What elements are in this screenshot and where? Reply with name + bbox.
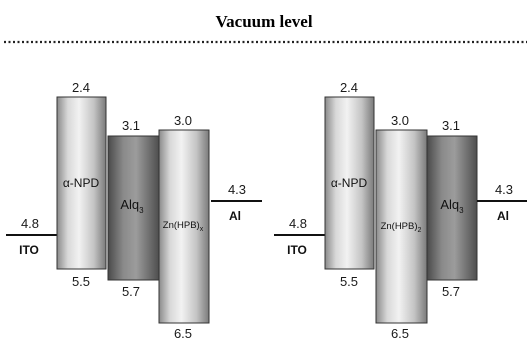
layer-alq3 [107, 135, 160, 281]
ito-work-function: 4.8 [21, 216, 39, 231]
alpha-npd-homo: 5.5 [340, 274, 358, 289]
alq3-label: Alq3 [440, 197, 464, 215]
layer-zn-hpb-2 [375, 129, 428, 324]
al-work-function: 4.3 [228, 182, 246, 197]
alq3-label: Alq3 [120, 197, 144, 215]
layer-alpha-npd [324, 96, 375, 270]
al-label: Al [229, 209, 241, 223]
ito-work-function: 4.8 [289, 216, 307, 231]
alq3-lumo: 3.1 [442, 118, 460, 133]
ito-label: ITO [287, 243, 307, 257]
al-label: Al [497, 209, 509, 223]
al-work-function: 4.3 [495, 182, 513, 197]
alpha-npd-homo: 5.5 [72, 274, 90, 289]
zn-hpb-x-lumo: 3.0 [174, 113, 192, 128]
zn-hpb-2-homo: 6.5 [391, 326, 409, 341]
layer-alq3 [426, 135, 478, 281]
alq3-homo: 5.7 [442, 284, 460, 299]
layer-zn-hpb-x [158, 129, 210, 324]
left-panel: 4.8 ITO 2.4 5.5 α-NPD 3.1 5.7 Alq3 3.0 6… [6, 80, 262, 341]
alpha-npd-label: α-NPD [63, 176, 100, 190]
alq3-lumo: 3.1 [122, 118, 140, 133]
ito-label: ITO [19, 243, 39, 257]
zn-hpb-2-label: Zn(HPB)2 [381, 221, 422, 234]
zn-hpb-2-lumo: 3.0 [391, 113, 409, 128]
alq3-homo: 5.7 [122, 284, 140, 299]
zn-hpb-x-homo: 6.5 [174, 326, 192, 341]
alpha-npd-label: α-NPD [331, 176, 368, 190]
alpha-npd-lumo: 2.4 [340, 80, 358, 95]
right-panel: 4.8 ITO 2.4 5.5 α-NPD 3.0 6.5 Zn(HPB)2 3… [274, 80, 527, 341]
zn-hpb-x-label: Zn(HPB)x [163, 220, 204, 233]
alpha-npd-lumo: 2.4 [72, 80, 90, 95]
layer-alpha-npd [56, 96, 107, 270]
vacuum-level-label: Vacuum level [215, 12, 312, 31]
